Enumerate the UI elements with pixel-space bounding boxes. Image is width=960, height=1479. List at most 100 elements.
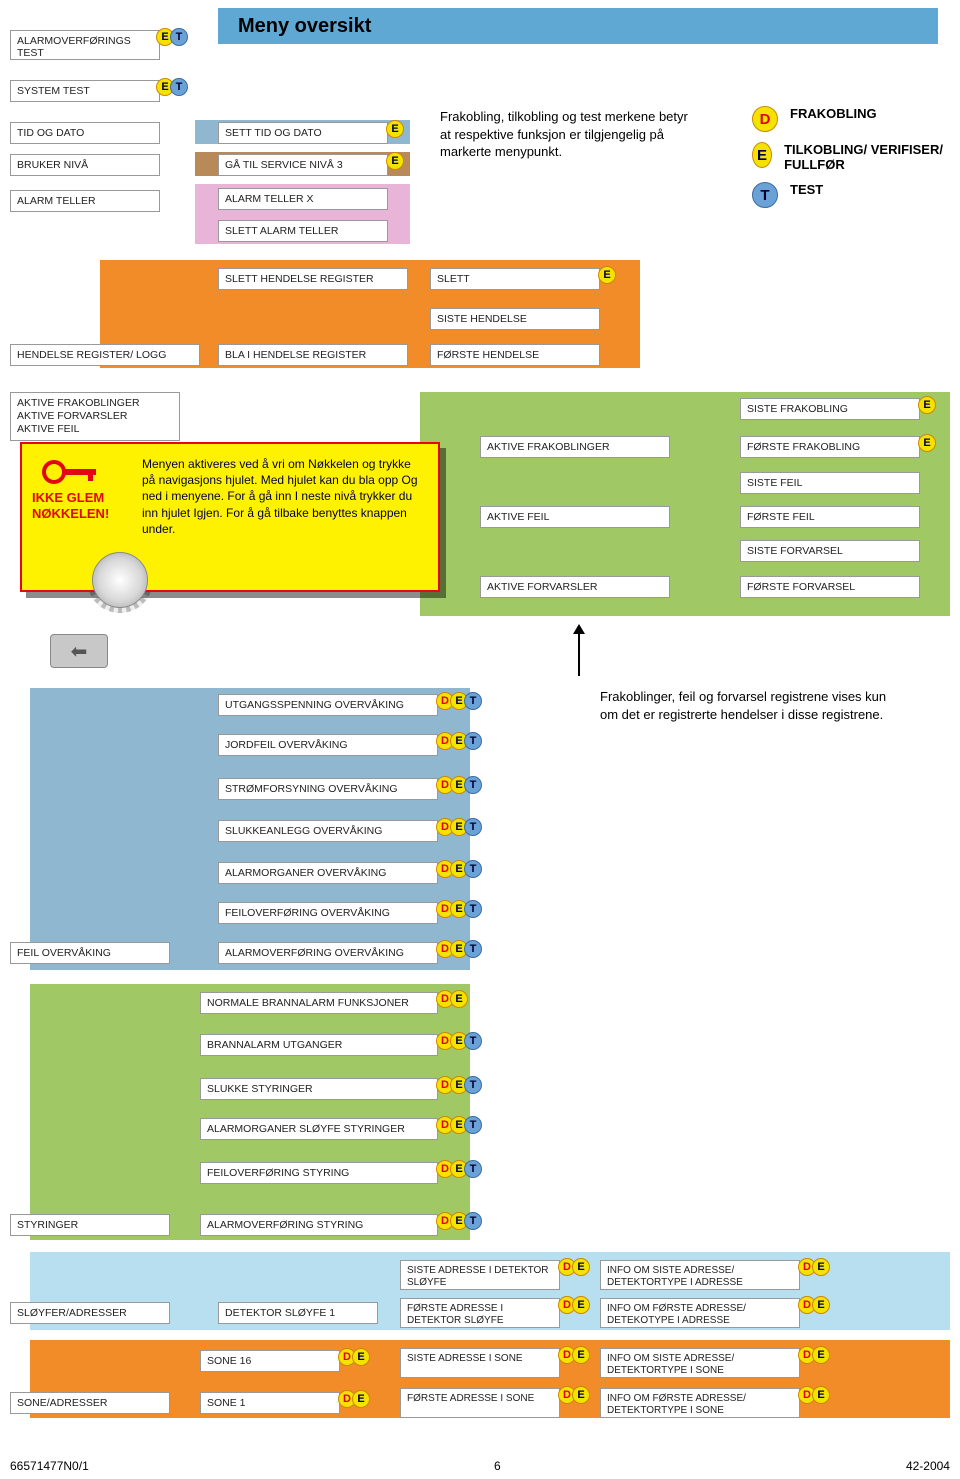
badges-feil-5: DET — [440, 900, 482, 918]
menu-forste-hendelse: FØRSTE HENDELSE — [430, 344, 600, 366]
feil-item-2: STRØMFORSYNING OVERVÅKING — [218, 778, 438, 800]
feil-item-6: ALARMOVERFØRING OVERVÅKING — [218, 942, 438, 964]
menu-aktive-forvarsler: AKTIVE FORVARSLER — [480, 576, 670, 598]
styr-item-1: BRANNALARM UTGANGER — [200, 1034, 438, 1056]
menu-sett-tid: SETT TID OG DATO — [218, 122, 388, 144]
badge-t-icon: T — [170, 78, 188, 96]
badges-sloyfe-info0: DE — [802, 1258, 830, 1276]
menu-forste-feil: FØRSTE FEIL — [740, 506, 920, 528]
badges-feil-3: DET — [440, 818, 482, 836]
menu-feil-left: FEIL OVERVÅKING — [10, 942, 170, 964]
feil-item-1: JORDFEIL OVERVÅKING — [218, 734, 438, 756]
styr-item-2: SLUKKE STYRINGER — [200, 1078, 438, 1100]
badges-sone-r0: DE — [562, 1346, 590, 1364]
yellow-note-text: Menyen aktiveres ved å vri om Nøkkelen o… — [142, 457, 418, 536]
badge-e-icon: E — [812, 1346, 830, 1364]
badge-e-icon: E — [352, 1348, 370, 1366]
menu-siste-feil: SISTE FEIL — [740, 472, 920, 494]
menu-bla-hendelse: BLA I HENDELSE REGISTER — [218, 344, 408, 366]
menu-siste-forvarsel: SISTE FORVARSEL — [740, 540, 920, 562]
badge-e-icon: E — [572, 1296, 590, 1314]
menu-info-forste-adresse: INFO OM FØRSTE ADRESSE/ DETEKOTYPE I ADR… — [600, 1298, 800, 1328]
badge-siste-frakobling: E — [922, 396, 936, 414]
page-title-bar: Meny oversikt — [218, 8, 938, 44]
footer-mid: 6 — [494, 1459, 501, 1473]
menu-info-forste-sone: INFO OM FØRSTE ADRESSE/ DETEKTORTYPE I S… — [600, 1388, 800, 1418]
menu-service-niva: GÅ TIL SERVICE NIVÅ 3 — [218, 154, 388, 176]
menu-forste-forvarsel: FØRSTE FORVARSEL — [740, 576, 920, 598]
badge-t-icon: T — [464, 900, 482, 918]
badge-t-icon: T — [464, 1160, 482, 1178]
menu-sone-1: SONE 1 — [200, 1392, 340, 1414]
badges-styr-2: DET — [440, 1076, 482, 1094]
menu-alarm-teller-x: ALARM TELLER X — [218, 188, 388, 210]
yellow-help-note: IKKE GLEM NØKKELEN! Menyen aktiveres ved… — [20, 442, 440, 592]
legend-d-text: FRAKOBLING — [790, 106, 877, 121]
badge-t-icon: T — [464, 940, 482, 958]
badge-t-icon: T — [464, 1116, 482, 1134]
badge-e-icon: E — [812, 1258, 830, 1276]
menu-sone-16: SONE 16 — [200, 1350, 340, 1372]
legend-e-text: TILKOBLING/ VERIFISER/ FULLFØR — [784, 142, 952, 172]
menu-slett-alarm-teller: SLETT ALARM TELLER — [218, 220, 388, 242]
back-button[interactable]: ⬅ — [50, 634, 108, 668]
footer-left: 66571477N0/1 — [10, 1459, 89, 1473]
badges-feil-2: DET — [440, 776, 482, 794]
badges-styr-3: DET — [440, 1116, 482, 1134]
menu-alarm-teller: ALARM TELLER — [10, 190, 160, 212]
badge-t-icon: T — [464, 1212, 482, 1230]
badges-styr-5: DET — [440, 1212, 482, 1230]
feil-item-0: UTGANGSSPENNING OVERVÅKING — [218, 694, 438, 716]
badges-alarmoverforings: ET — [160, 28, 188, 46]
badge-e-icon: E — [918, 434, 936, 452]
badge-sett-tid: E — [390, 120, 404, 138]
legend-e-row: ETILKOBLING/ VERIFISER/ FULLFØR — [752, 142, 952, 172]
badges-sone-16: DE — [342, 1348, 370, 1366]
footer-right: 42-2004 — [906, 1459, 950, 1473]
legend-t-text: TEST — [790, 182, 823, 197]
badge-e-icon: E — [918, 396, 936, 414]
badge-t-icon: T — [464, 732, 482, 750]
badge-e-icon: E — [386, 120, 404, 138]
badges-sloyfe-r0: DE — [562, 1258, 590, 1276]
styr-item-0: NORMALE BRANNALARM FUNKSJONER — [200, 992, 438, 1014]
badge-t-icon: T — [464, 860, 482, 878]
legend-block: DFRAKOBLING ETILKOBLING/ VERIFISER/ FULL… — [752, 106, 952, 218]
badge-forste-frakobling: E — [922, 434, 936, 452]
menu-bruker-niva: BRUKER NIVÅ — [10, 154, 160, 176]
badge-t-icon: T — [464, 692, 482, 710]
badges-system-test: ET — [160, 78, 188, 96]
badge-e-icon: E — [352, 1390, 370, 1408]
badge-t-icon: T — [464, 818, 482, 836]
badge-e-icon: E — [812, 1296, 830, 1314]
key-label: IKKE GLEM NØKKELEN! — [32, 490, 132, 521]
page-title: Meny oversikt — [238, 15, 371, 38]
menu-aktive-frakoblinger: AKTIVE FRAKOBLINGER — [480, 436, 670, 458]
badges-feil-6: DET — [440, 940, 482, 958]
badges-sloyfe-info1: DE — [802, 1296, 830, 1314]
badges-feil-0: DET — [440, 692, 482, 710]
menu-slett: SLETT — [430, 268, 600, 290]
menu-alarmoverforings-test: ALARMOVERFØRINGS TEST — [10, 30, 160, 60]
badge-e-icon: E — [572, 1386, 590, 1404]
badge-slett: E — [602, 266, 616, 284]
badge-e-icon: E — [572, 1346, 590, 1364]
page-footer: 66571477N0/1 6 42-2004 — [10, 1459, 950, 1473]
badge-t-icon: T — [464, 776, 482, 794]
menu-sone-left: SONE/ADRESSER — [10, 1392, 170, 1414]
badges-styr-4: DET — [440, 1160, 482, 1178]
badges-styr-0: DE — [440, 990, 468, 1008]
badges-styr-1: DET — [440, 1032, 482, 1050]
menu-forste-adresse-sloyfe: FØRSTE ADRESSE I DETEKTOR SLØYFE — [400, 1298, 560, 1328]
badge-e-icon: E — [386, 152, 404, 170]
badge-e-icon: E — [598, 266, 616, 284]
menu-system-test: SYSTEM TEST — [10, 80, 160, 102]
feil-item-4: ALARMORGANER OVERVÅKING — [218, 862, 438, 884]
menu-tid-og-dato: TID OG DATO — [10, 122, 160, 144]
menu-styringer-left: STYRINGER — [10, 1214, 170, 1236]
badges-sone-info0: DE — [802, 1346, 830, 1364]
menu-detektor-sloyfe: DETEKTOR SLØYFE 1 — [218, 1302, 378, 1324]
menu-sloyfer-left: SLØYFER/ADRESSER — [10, 1302, 170, 1324]
badges-sone-r1: DE — [562, 1386, 590, 1404]
badge-e-icon: E — [572, 1258, 590, 1276]
